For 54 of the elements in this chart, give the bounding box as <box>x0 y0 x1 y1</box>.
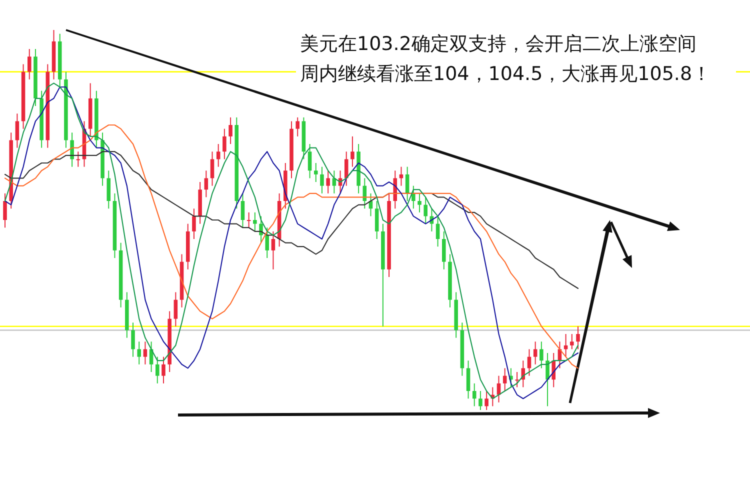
candlestick <box>216 144 220 168</box>
candlestick <box>143 341 148 365</box>
candlestick <box>27 48 32 80</box>
candlestick <box>174 292 178 327</box>
candlestick <box>265 227 270 258</box>
candlestick <box>350 136 354 168</box>
candlestick <box>192 208 196 240</box>
candlestick <box>442 230 446 270</box>
candlestick <box>308 144 312 179</box>
candlestick <box>296 116 300 137</box>
candlestick <box>344 151 348 186</box>
candlestick <box>405 166 410 202</box>
candlestick <box>246 212 251 228</box>
candlestick <box>546 352 550 407</box>
candlestick <box>552 352 556 388</box>
candlestick <box>204 170 208 198</box>
candlestick <box>76 151 80 168</box>
text: 周内继续看涨至104，104.5，大涨再见105.8！ <box>300 63 712 85</box>
candlestick <box>466 360 470 400</box>
candlestick <box>424 196 428 224</box>
candlestick <box>515 372 519 388</box>
candlestick <box>527 348 532 376</box>
candlestick <box>478 390 482 410</box>
candlestick <box>228 116 232 144</box>
candlestick <box>533 341 538 365</box>
candlestick <box>70 132 74 168</box>
candlestick <box>271 230 276 270</box>
candlestick <box>253 212 257 232</box>
candlestick <box>472 382 476 407</box>
candlestick <box>106 170 111 210</box>
candlestick <box>326 170 330 194</box>
candlestick <box>314 162 318 182</box>
candlestick <box>3 192 7 228</box>
candlestick <box>418 192 422 213</box>
chart-title: 美元在103.2确定双支持，会开启二次上涨空间 <box>300 33 696 55</box>
candlestick <box>15 113 20 148</box>
candlestick <box>156 356 160 384</box>
candlestick <box>570 334 574 350</box>
candlestick <box>320 166 324 194</box>
candlestick <box>412 185 416 210</box>
candlestick <box>436 216 440 248</box>
candlestick <box>240 192 245 228</box>
candlestick <box>374 200 379 240</box>
candlestick <box>502 368 507 392</box>
candlestick <box>540 341 544 369</box>
candlestick <box>222 128 226 160</box>
candlestick <box>210 151 214 186</box>
candlestick <box>484 390 488 410</box>
candlestick <box>576 326 580 350</box>
candlestick <box>131 322 135 358</box>
candlestick <box>259 216 263 244</box>
candlestick <box>162 356 166 384</box>
candlestick <box>137 341 141 365</box>
candlestick <box>521 360 526 388</box>
